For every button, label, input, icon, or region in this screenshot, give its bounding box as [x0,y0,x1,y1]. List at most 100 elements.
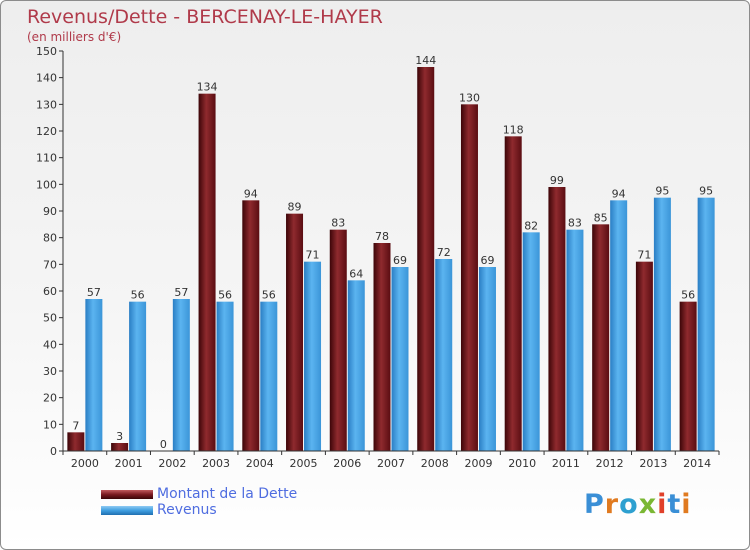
x-tick-label: 2011 [552,457,580,470]
data-label-dette: 0 [160,438,167,451]
y-tick-label: 70 [43,258,57,271]
bar-dette [329,229,347,451]
data-label-dette: 71 [637,249,651,262]
data-label-revenus: 69 [480,254,494,267]
bar-revenus [129,301,147,451]
legend-swatch-dette [101,490,153,499]
y-tick-label: 60 [43,285,57,298]
data-label-dette: 3 [116,430,123,443]
x-tick-label: 2013 [639,457,667,470]
bar-dette [592,224,610,451]
bar-dette [679,301,697,451]
x-tick-label: 2009 [464,457,492,470]
x-tick-label: 2004 [246,457,274,470]
bar-dette [635,261,653,451]
bar-revenus [85,299,103,451]
bar-revenus [347,280,365,451]
bar-revenus [391,267,409,451]
data-label-revenus: 95 [655,185,669,198]
bar-dette [548,187,566,451]
x-tick-label: 2001 [115,457,143,470]
logo-letter: t [667,489,682,520]
logo-letter: i [657,489,668,520]
data-label-dette: 56 [681,289,695,302]
data-label-dette: 7 [72,419,79,432]
data-label-dette: 99 [550,174,564,187]
data-label-dette: 78 [375,230,389,243]
data-label-revenus: 82 [524,219,538,232]
data-label-dette: 134 [197,81,218,94]
y-tick-label: 0 [50,445,57,458]
bar-revenus [260,301,278,451]
y-tick-label: 140 [36,72,57,85]
bar-revenus [697,197,715,451]
x-tick-label: 2012 [596,457,624,470]
logo-letter: r [604,489,620,520]
y-tick-label: 40 [43,338,57,351]
chart-subtitle: (en milliers d'€) [27,30,122,44]
data-label-revenus: 56 [218,289,232,302]
bar-dette [242,200,260,451]
data-label-revenus: 64 [349,267,363,280]
y-tick-label: 120 [36,125,57,138]
y-tick-label: 90 [43,205,57,218]
y-tick-label: 110 [36,152,57,165]
bar-dette [373,243,391,451]
bar-dette [417,67,435,451]
x-tick-label: 2002 [158,457,186,470]
data-label-dette: 118 [503,123,524,136]
chart-title: Revenus/Dette - BERCENAY-LE-HAYER [27,6,383,28]
data-label-dette: 130 [459,91,480,104]
bar-revenus [216,301,234,451]
x-tick-label: 2006 [333,457,361,470]
bar-revenus [653,197,671,451]
logo-letter: x [638,489,658,520]
data-label-revenus: 57 [174,286,188,299]
y-tick-label: 150 [36,45,57,58]
data-label-revenus: 56 [131,289,145,302]
y-tick-label: 130 [36,98,57,111]
x-tick-label: 2000 [71,457,99,470]
proxiti-logo: Proxiti [584,489,692,520]
bar-dette [460,104,478,451]
legend-label-dette: Montant de la Dette [157,486,298,502]
data-label-dette: 94 [244,187,258,200]
x-tick-label: 2010 [508,457,536,470]
bar-revenus [435,259,453,451]
bar-dette [286,213,304,451]
data-label-revenus: 95 [699,185,713,198]
data-label-revenus: 57 [87,286,101,299]
logo-letter: o [619,489,639,520]
data-label-revenus: 94 [612,187,626,200]
y-tick-label: 100 [36,178,57,191]
logo-letter: P [584,489,605,520]
y-tick-label: 20 [43,392,57,405]
bar-revenus [522,232,540,451]
data-label-revenus: 69 [393,254,407,267]
bar-revenus [610,200,628,451]
y-tick-label: 10 [43,418,57,431]
bar-dette [198,93,216,452]
x-tick-label: 2008 [421,457,449,470]
data-label-revenus: 56 [262,289,276,302]
y-tick-label: 30 [43,365,57,378]
y-tick-label: 50 [43,312,57,325]
data-label-dette: 144 [415,54,436,67]
x-tick-label: 2005 [290,457,318,470]
data-label-revenus: 72 [437,246,451,259]
x-tick-label: 2007 [377,457,405,470]
bar-revenus [566,229,584,451]
legend-swatch-revenus [101,506,153,515]
data-label-dette: 89 [288,201,302,214]
bar-revenus [478,267,496,451]
data-label-revenus: 71 [306,249,320,262]
data-label-dette: 83 [331,217,345,230]
bar-dette [111,443,129,451]
bar-revenus [172,299,190,451]
bar-dette [67,432,85,451]
data-label-dette: 85 [594,211,608,224]
y-tick-label: 80 [43,232,57,245]
x-tick-label: 2014 [683,457,711,470]
